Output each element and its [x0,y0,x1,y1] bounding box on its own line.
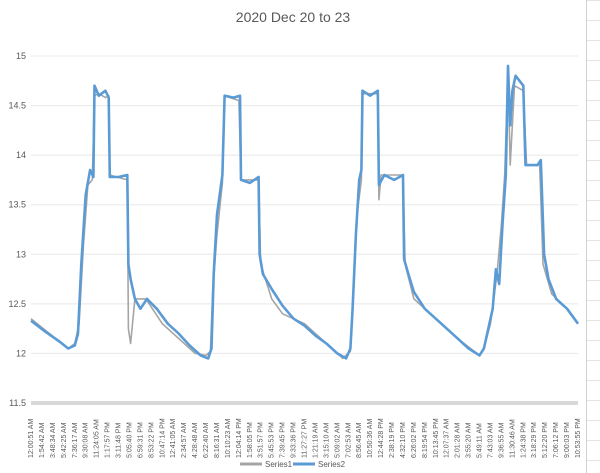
x-tick-label: 1:24:38 PM [520,422,527,458]
y-tick-label: 15 [16,51,26,61]
legend-label: Series1 [265,460,293,469]
x-tick-label: 5:05:40 PM [126,422,133,458]
x-tick-label: 7:02:53 AM [345,422,352,458]
x-tick-label: 9:36:55 AM [498,422,505,458]
x-tick-label: 4:32:10 PM [400,422,407,458]
x-tick-label: 2:34:57 AM [181,422,188,458]
x-tick-label: 10:53:55 PM [575,418,582,458]
series-line-series1 [30,70,579,360]
y-tick-label: 12.5 [8,299,26,309]
y-tick-label: 11.5 [9,398,26,408]
line-chart: 2020 Dec 20 to 23 11.5 12 12.5 13 13.5 14 14.5… [8,9,582,469]
x-tick-label: 10:50:36 AM [367,419,374,458]
x-tick-label: 1:58:05 PM [247,422,254,458]
x-tick-label: 3:51:57 PM [258,422,265,458]
x-tick-label: 9:30:08 AM [83,422,90,458]
x-tick-label: 12:00:51 AM [28,419,35,458]
x-tick-label: 3:48:34 AM [50,422,57,458]
x-tick-label: 8:19:54 PM [422,422,429,458]
x-tick-label: 11:30:46 AM [509,419,516,458]
x-tick-label: 9:33:36 PM [291,422,298,458]
x-tick-label: 10:47:14 PM [159,418,166,458]
legend-label: Series2 [318,460,346,469]
x-tick-label: 7:36:17 AM [72,422,79,458]
x-tick-label: 2:38:19 PM [389,422,396,458]
chart-area[interactable]: 2020 Dec 20 to 23 11.5 12 12.5 13 13.5 14 14.5… [0,0,587,473]
chart-title: 2020 Dec 20 to 23 [236,9,351,25]
x-tick-label: 8:56:45 AM [356,422,363,458]
y-tick-label: 14 [16,150,26,160]
x-tick-label: 1:54:42 AM [39,422,46,458]
x-tick-label: 1:17:57 PM [105,422,112,458]
y-tick-label: 13.5 [8,200,26,210]
x-tick-label: 8:16:31 AM [214,422,221,458]
series-lines [30,64,580,360]
y-tick-label: 12 [16,348,26,358]
x-tick-label: 5:45:53 PM [269,422,276,458]
x-tick-label: 12:41:05 AM [170,419,177,458]
x-tick-label: 8:53:22 PM [148,422,155,458]
x-tick-label: 5:09:02 AM [334,422,341,458]
y-tick-label: 13 [16,249,26,259]
x-tick-label: 11:24:05 AM [94,419,101,458]
x-tick-label: 3:18:29 PM [531,422,538,458]
x-tick-label: 6:22:40 AM [203,422,210,458]
x-tick-label: 1:21:19 AM [312,422,319,458]
x-tick-label: 7:06:12 PM [553,422,560,458]
x-tick-label: 4:28:48 AM [192,422,199,458]
x-tick-label: 3:11:48 PM [116,423,123,458]
x-tick-label: 11:27:27 PM [302,419,309,458]
x-tick-label: 9:00:03 PM [564,422,571,458]
x-tick-label: 3:55:20 AM [466,422,473,458]
x-tick-label: 12:07:37 AM [444,419,451,458]
x-axis-tick-labels: 12:00:51 AM 1:54:42 AM 3:48:34 AM 5:42:25 A… [28,418,582,458]
x-tick-label: 6:26:02 PM [411,422,418,458]
x-tick-label: 10:13:45 PM [433,418,440,458]
x-tick-label: 10:10:23 AM [225,419,232,458]
x-tick-label: 5:42:25 AM [61,422,68,458]
series-line-series2 [30,64,580,360]
y-axis-tick-labels: 11.5 12 12.5 13 13.5 14 14.5 15 [8,51,26,408]
y-tick-label: 14.5 [8,101,26,111]
x-tick-label: 12:44:28 PM [378,418,385,458]
x-tick-label: 7:43:03 AM [487,422,494,458]
x-tick-label: 12:04:14 PM [236,418,243,458]
x-tick-label: 7:39:45 PM [280,422,287,458]
x-tick-label: 2:01:28 AM [455,422,462,458]
x-tick-label: 5:12:20 PM [542,422,549,458]
x-tick-label: 3:15:10 AM [323,422,330,458]
x-tick-label: 5:49:11 AM [477,423,484,458]
y-gridlines [31,55,578,405]
legend: Series1 Series2 [240,460,346,469]
x-tick-label: 6:59:31 PM [137,422,144,458]
